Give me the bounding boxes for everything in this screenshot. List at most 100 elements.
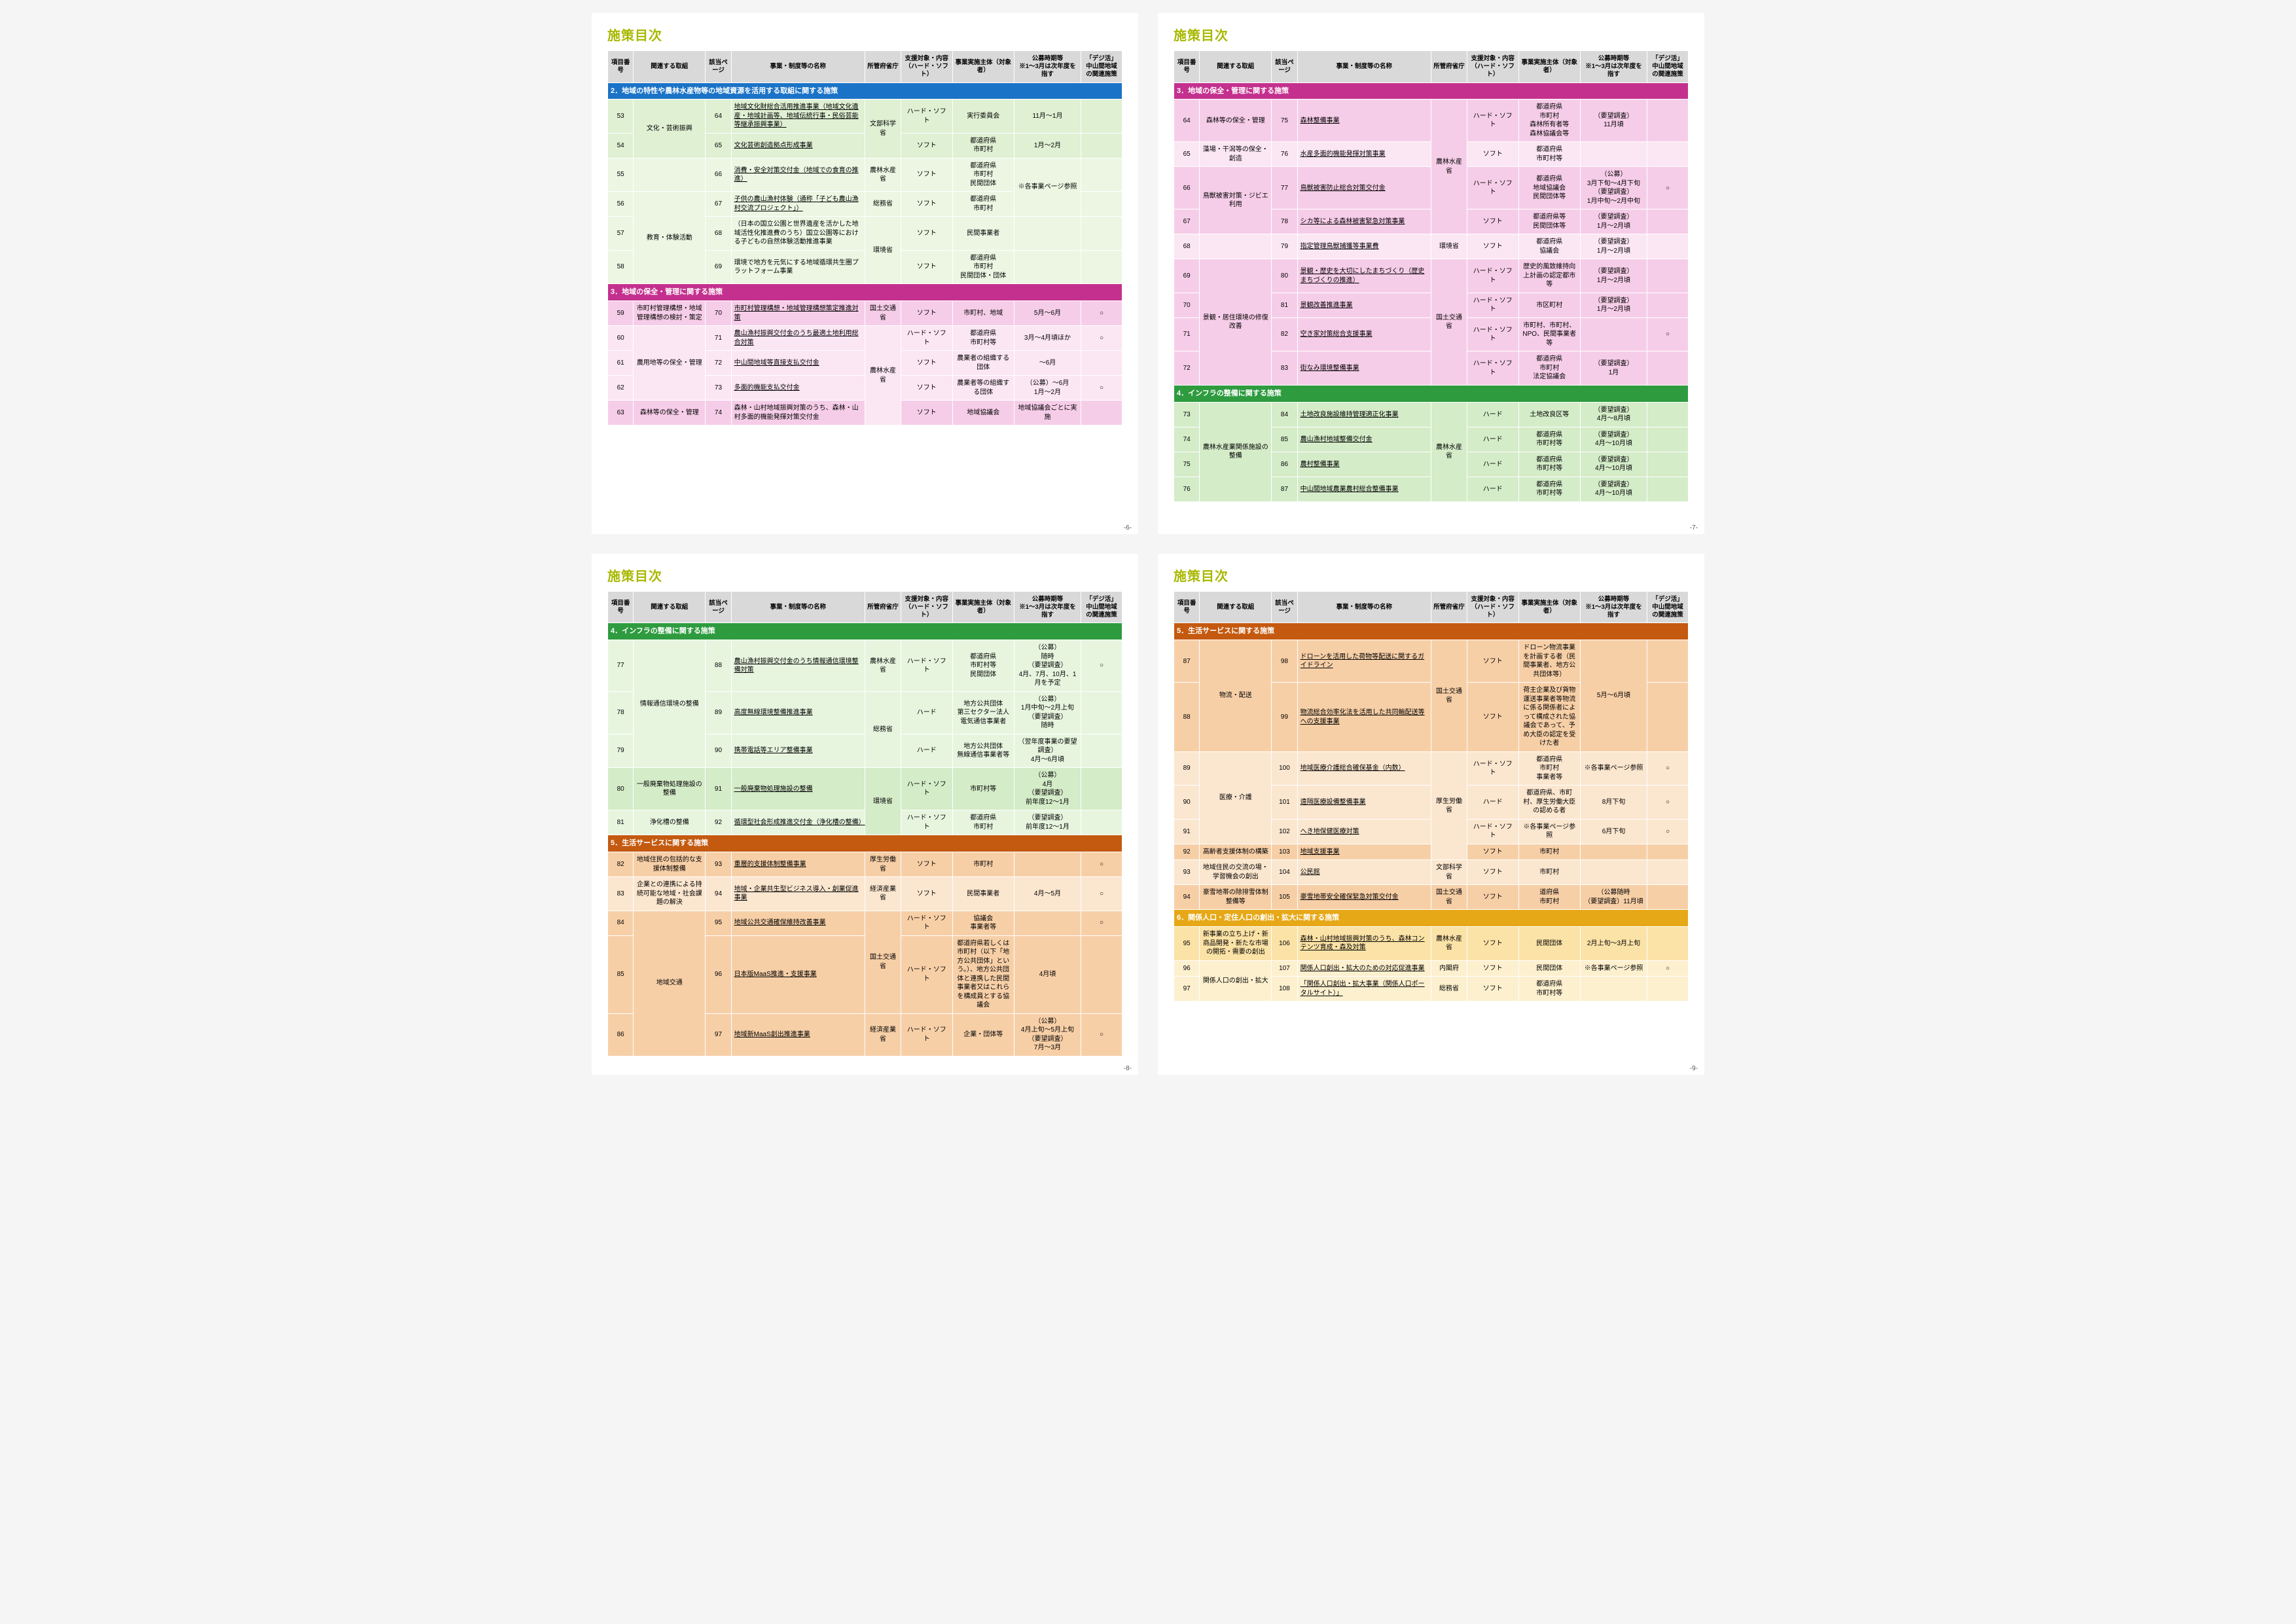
period: （要望調査）4月〜8月頃 <box>1580 402 1647 427</box>
policy-table: 項目番号関連する取組該当ページ事業・制度等の名称所管府省庁支援対象・内容（ハード… <box>607 591 1122 1056</box>
policy-name-link[interactable]: 日本版MaaS推進・支援事業 <box>734 971 817 978</box>
policy-name-link[interactable]: 地域・企業共生型ビジネス導入・創業促進事業 <box>734 886 859 902</box>
page-ref: 101 <box>1272 785 1297 820</box>
policy-name-link[interactable]: 消費・安全対策交付金（地域での食育の推進） <box>734 167 859 183</box>
policy-name-link[interactable]: 子供の農山漁村体験（通称「子ども農山漁村交流プロジェクト」） <box>734 196 859 212</box>
policy-name-link[interactable]: 水産多面的機能発揮対策事業 <box>1300 151 1386 158</box>
policy-name-link[interactable]: 多面的機能支払交付金 <box>734 384 800 391</box>
initiative: 新事業の立ち上げ・新商品開発・新たな市場の開拓・需要の創出 <box>1200 927 1272 961</box>
policy-name-link[interactable]: 物流総合効率化法を活用した共同輸配送等への支援事業 <box>1300 709 1425 725</box>
policy-name-link[interactable]: 地域新MaaS創出推進事業 <box>734 1031 810 1038</box>
implementer: 市町村 <box>952 852 1014 877</box>
policy-name-link[interactable]: 空き家対策総合支援事業 <box>1300 331 1372 338</box>
digi-flag <box>1081 734 1122 768</box>
policy-name-link[interactable]: 鳥獣被害防止総合対策交付金 <box>1300 185 1386 192</box>
policy-name-link[interactable]: 循環型社会形成推進交付金（浄化槽の整備） <box>734 819 865 826</box>
period: （要望調査）1月〜2月頃 <box>1580 234 1647 259</box>
item-no: 96 <box>1174 960 1200 977</box>
digi-flag <box>1647 402 1689 427</box>
hard-soft: ソフト <box>1467 885 1519 910</box>
col-header: 関連する取組 <box>1200 591 1272 623</box>
section-header: 3．地域の保全・管理に関する施策 <box>1174 82 1689 99</box>
page-ref: 97 <box>706 1013 731 1056</box>
digi-flag: ○ <box>1081 911 1122 935</box>
policy-name-link[interactable]: 景観・歴史を大切にしたまちづくり（歴史まちづくりの推進） <box>1300 268 1425 284</box>
policy-name-link[interactable]: 農山漁村地域整備交付金 <box>1300 436 1372 443</box>
ministry: 国土交通省 <box>1431 885 1467 910</box>
policy-name-link[interactable]: 市町村管理構想・地域管理構想策定推進対策 <box>734 305 859 321</box>
policy-name-link[interactable]: 中山間地域等直接支払交付金 <box>734 359 819 367</box>
policy-name-link[interactable]: ドローンを活用した荷物等配送に関するガイドライン <box>1300 653 1425 670</box>
period: （公募）〜6月1月〜2月 <box>1014 376 1081 401</box>
digi-flag <box>1081 768 1122 810</box>
policy-name-link[interactable]: 地域医療介護総合確保基金（内数） <box>1300 765 1405 772</box>
policy-name-link[interactable]: 農山漁村振興交付金のうち情報通信環境整備対策 <box>734 658 859 674</box>
implementer: 都道府県市町村等 <box>1518 452 1580 477</box>
policy-name-link[interactable]: 公民館 <box>1300 869 1320 876</box>
policy-name-link[interactable]: 文化芸術創造拠点形成事業 <box>734 142 813 149</box>
policy-name-link[interactable]: 豪雪地帯安全確保緊急対策交付金 <box>1300 893 1399 901</box>
col-header: 公募時期等※1〜3月は次年度を指す <box>1014 51 1081 83</box>
digi-flag <box>1081 133 1122 158</box>
page-title: 施策目次 <box>1174 25 1689 44</box>
ministry: 農林水産省 <box>865 640 901 692</box>
initiative: 高齢者支援体制の構築 <box>1200 844 1272 860</box>
ministry: 文部科学省 <box>865 99 901 158</box>
policy-name-link[interactable]: 地域公共交通確保維持改善事業 <box>734 919 826 926</box>
page-title: 施策目次 <box>607 566 1122 585</box>
policy-name-link[interactable]: 農村整備事業 <box>1300 461 1340 468</box>
policy-name-link[interactable]: 森林・山村地域振興対策のうち、森林コンテンツ育成・森及対策 <box>1300 935 1425 952</box>
hard-soft: ソフト <box>901 351 953 376</box>
digi-flag <box>1647 860 1689 885</box>
ministry: 厚生労働省 <box>865 852 901 877</box>
period: （要望調査）1月〜2月頃 <box>1580 293 1647 317</box>
policy-name-link[interactable]: 農山漁村振興交付金のうち最適土地利用総合対策 <box>734 330 859 346</box>
policy-name-link[interactable]: 「関係人口創出・拡大事業（関係人口ポータルサイト）」 <box>1300 981 1425 997</box>
policy-name-link[interactable]: 一般廃棄物処理施設の整備 <box>734 785 813 793</box>
policy-name: 消費・安全対策交付金（地域での食育の推進） <box>731 158 865 192</box>
initiative: 豪雪地帯の除排雪体制整備等 <box>1200 885 1272 910</box>
col-header: 「デジ活」中山間地域の関連施策 <box>1081 51 1122 83</box>
policy-name-link[interactable]: 関係人口創出・拡大のための対応促進事業 <box>1300 965 1425 972</box>
policy-name: シカ等による森林被害緊急対策事業 <box>1297 209 1431 234</box>
hard-soft: ハード・ソフト <box>901 1013 953 1056</box>
digi-flag: ○ <box>1647 785 1689 820</box>
hard-soft: ソフト <box>901 401 953 425</box>
period <box>1014 250 1081 284</box>
policy-name-link[interactable]: 携帯電話等エリア整備事業 <box>734 747 813 754</box>
page-ref: 85 <box>1272 427 1297 452</box>
policy-name-link[interactable]: 重層的支援体制整備事業 <box>734 861 806 868</box>
policy-name: 農山漁村振興交付金のうち最適土地利用総合対策 <box>731 326 865 351</box>
implementer: 都道府県市町村民間団体 <box>952 158 1014 192</box>
page-ref: 72 <box>706 351 731 376</box>
digi-flag <box>1081 192 1122 217</box>
policy-name: 子供の農山漁村体験（通称「子ども農山漁村交流プロジェクト」） <box>731 192 865 217</box>
hard-soft: ハード <box>1467 477 1519 501</box>
policy-name-link[interactable]: 高度無線環境整備推進事業 <box>734 709 813 716</box>
ministry: 環境省 <box>865 768 901 835</box>
policy-name-link[interactable]: 地域文化財総合活用推進事業（地域文化遺産・地域計画等、地域伝統行事・民俗芸能等継… <box>734 103 859 128</box>
policy-name-link[interactable]: 中山間地域農業農村総合整備事業 <box>1300 486 1399 493</box>
policy-name-link[interactable]: 景観改善推進事業 <box>1300 302 1353 309</box>
policy-name-link[interactable]: へき地保健医療対策 <box>1300 828 1359 835</box>
col-header: 支援対象・内容（ハード・ソフト） <box>1467 591 1519 623</box>
policy-name-link[interactable]: 指定管理鳥獣捕獲等事業費 <box>1300 243 1379 250</box>
item-no: 82 <box>608 852 634 877</box>
policy-name-link[interactable]: 森林整備事業 <box>1300 117 1340 124</box>
hard-soft: ソフト <box>1467 234 1519 259</box>
policy-name-link[interactable]: 地域支援事業 <box>1300 848 1340 856</box>
policy-name-link[interactable]: シカ等による森林被害緊急対策事業 <box>1300 218 1405 225</box>
policy-name-link[interactable]: 遠隔医療設備整備事業 <box>1300 799 1366 806</box>
period: 8月下旬 <box>1580 785 1647 820</box>
initiative: 浄化槽の整備 <box>634 810 706 835</box>
item-no: 64 <box>1174 99 1200 142</box>
digi-flag <box>1647 142 1689 167</box>
policy-name-link[interactable]: 街なみ環境整備事業 <box>1300 365 1359 372</box>
ministry: 農林水産省 <box>1431 927 1467 961</box>
policy-name-link[interactable]: 土地改良施設維持管理適正化事業 <box>1300 411 1399 418</box>
item-no: 63 <box>608 401 634 425</box>
page-ref: 78 <box>1272 209 1297 234</box>
item-no: 78 <box>608 691 634 734</box>
initiative: 森林等の保全・管理 <box>634 401 706 425</box>
page-ref: 102 <box>1272 819 1297 844</box>
